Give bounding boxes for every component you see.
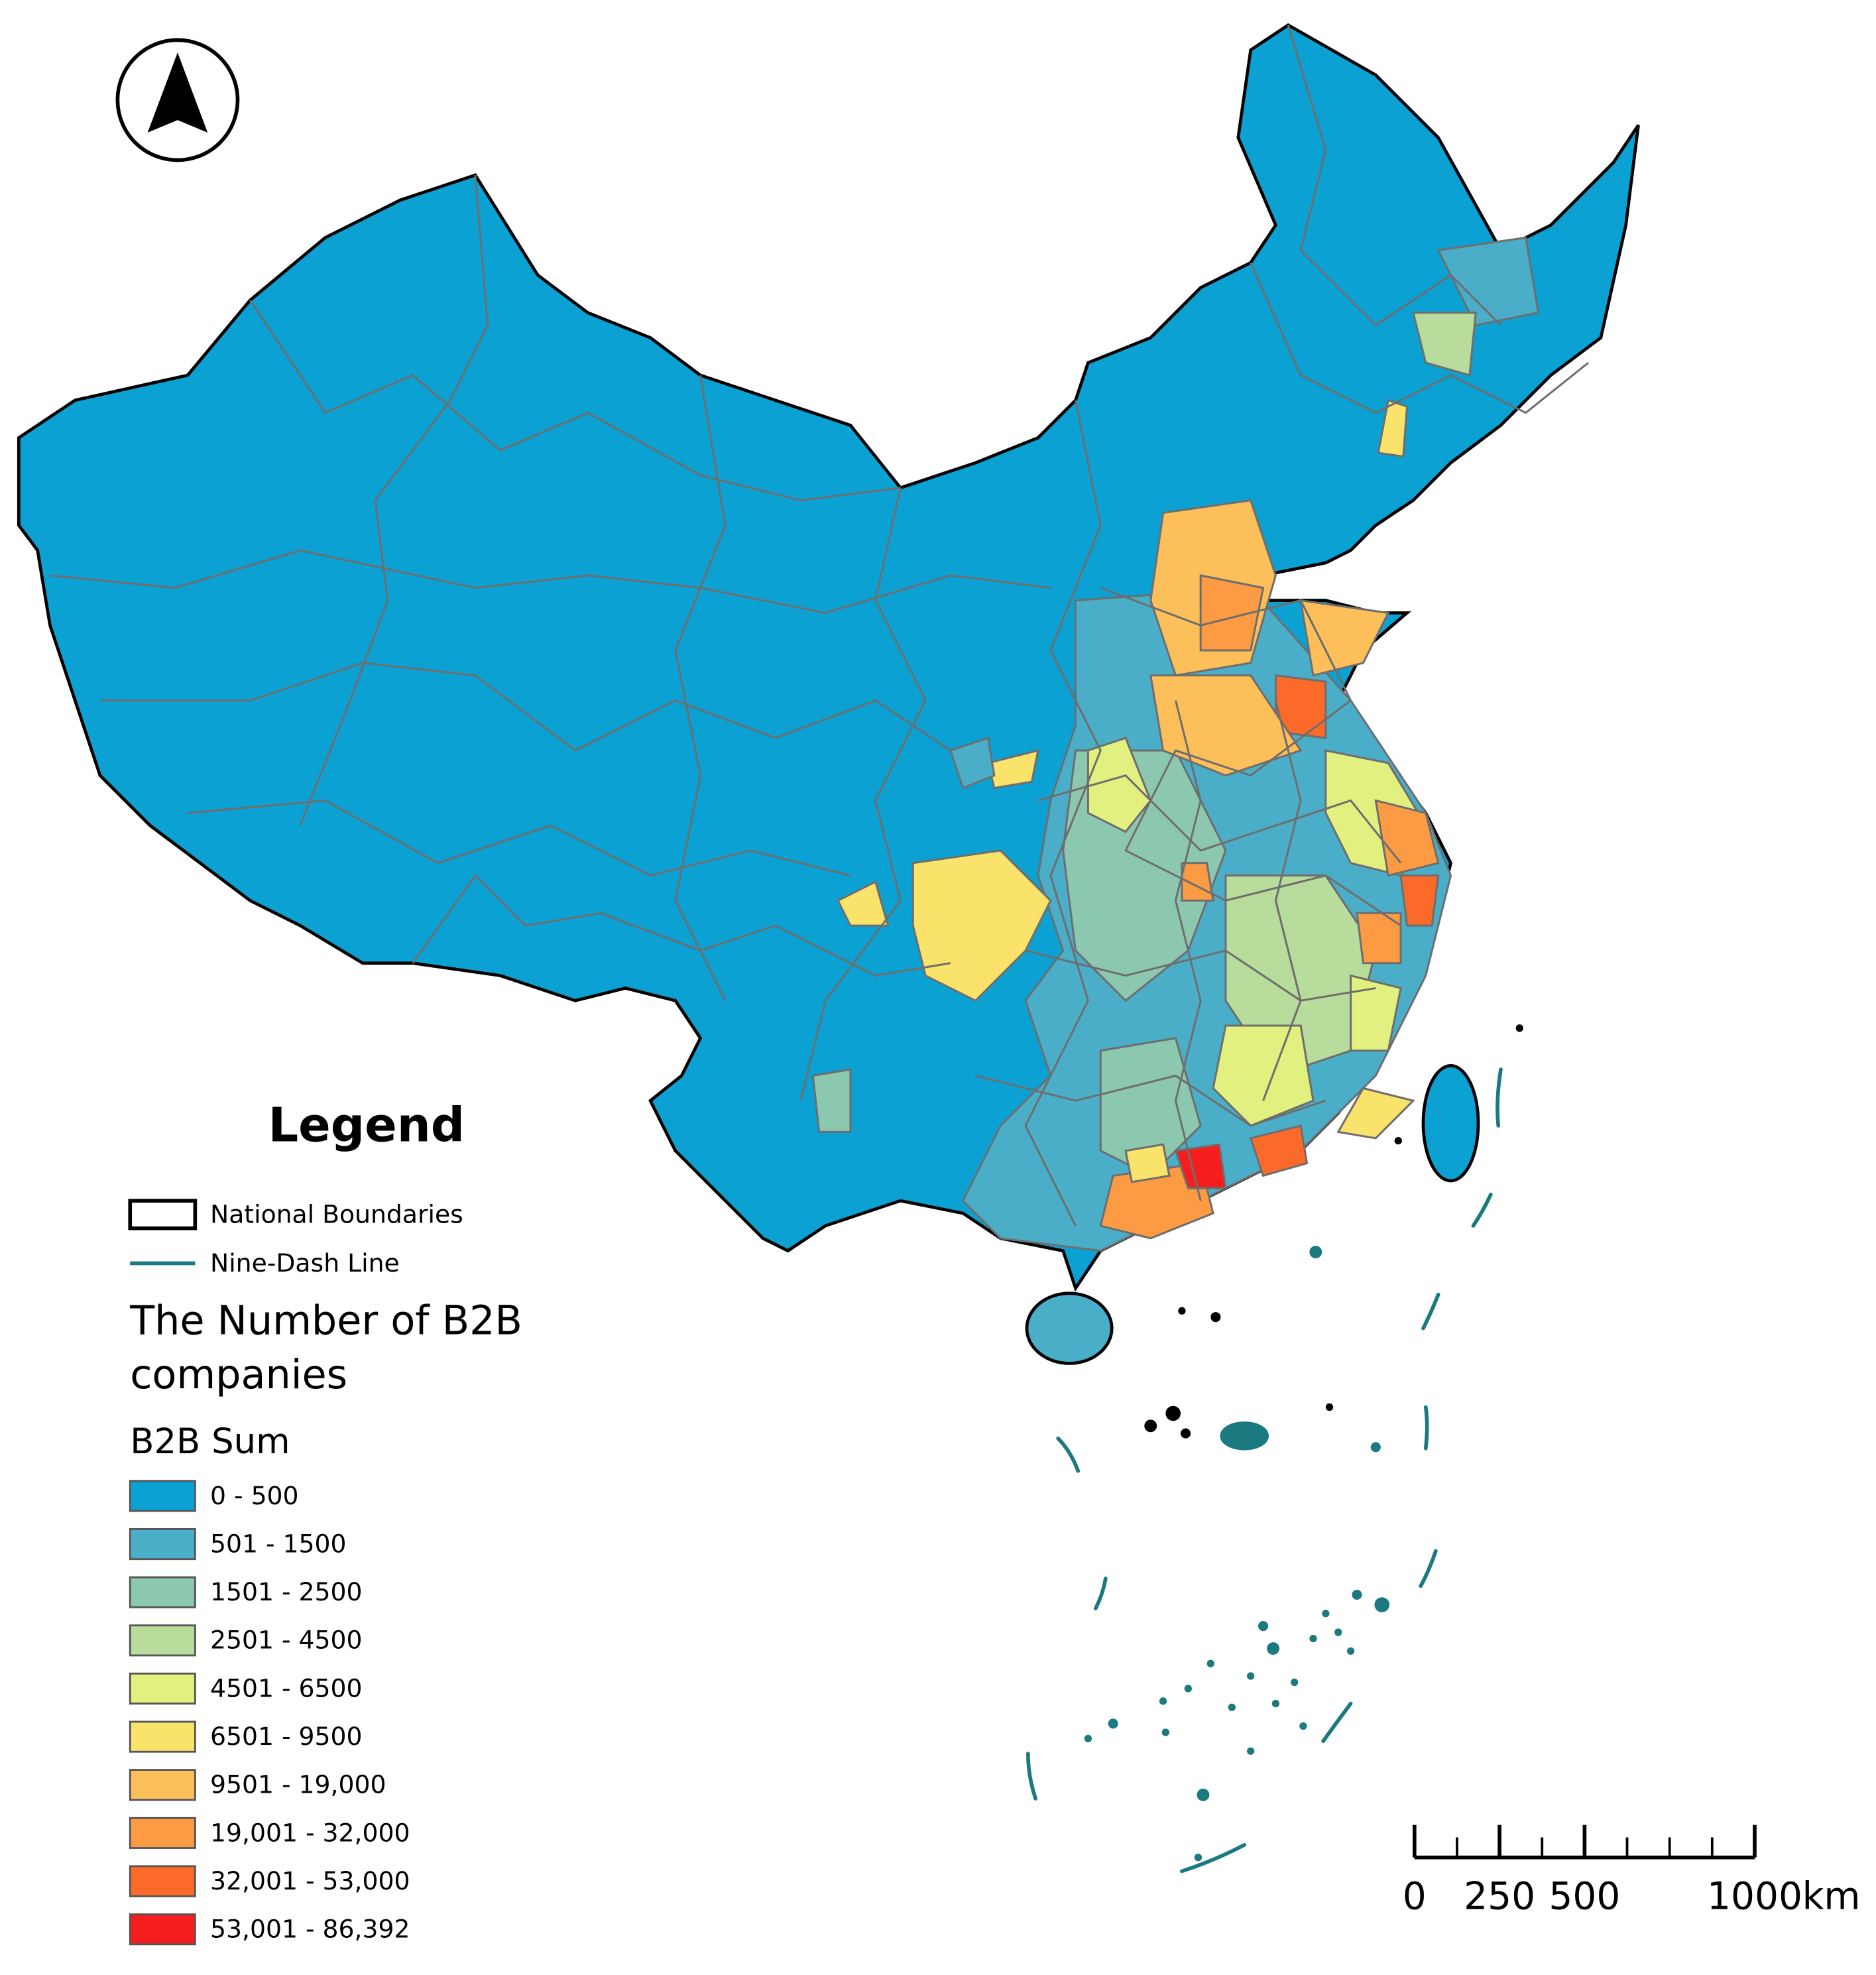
region xyxy=(1249,1124,1309,1177)
region xyxy=(1086,737,1152,833)
region xyxy=(1299,599,1390,677)
scale-unit: km xyxy=(1802,1875,1861,1919)
legend-label: 0 - 500 xyxy=(210,1481,299,1510)
regions xyxy=(811,236,1540,1252)
boundaries xyxy=(50,25,1589,1227)
legend-swatch xyxy=(129,1672,196,1705)
legend-label: 32,001 - 53,000 xyxy=(210,1866,410,1895)
nine-dash-line xyxy=(1026,1067,1503,1874)
legend-swatch xyxy=(129,1865,196,1897)
legend-swatch xyxy=(129,1817,196,1849)
scale-label: 0 xyxy=(1403,1875,1427,1919)
legend-title: Legend xyxy=(268,1097,465,1152)
region xyxy=(1374,799,1440,877)
legend-label: 501 - 1500 xyxy=(210,1529,347,1558)
legend-swatch xyxy=(129,1769,196,1801)
legend-label: 1501 - 2500 xyxy=(210,1577,363,1606)
scale-label: 500 xyxy=(1549,1875,1620,1919)
scale-bar: 0 250 500 1000 km xyxy=(1403,1825,1861,1919)
legend-swatch xyxy=(129,1720,196,1753)
islands xyxy=(1084,1024,1523,1862)
layer-title: The Number of B2B xyxy=(129,1298,522,1345)
legend-swatch xyxy=(129,1576,196,1608)
region xyxy=(811,1068,852,1133)
field-name: B2B Sum xyxy=(130,1421,290,1462)
region xyxy=(1377,398,1409,458)
region xyxy=(949,737,996,790)
legend-label: 4501 - 6500 xyxy=(210,1673,363,1703)
legend-label: 9501 - 19,000 xyxy=(210,1770,386,1799)
legend-swatch xyxy=(129,1480,196,1512)
scale-label: 250 xyxy=(1464,1875,1535,1919)
region xyxy=(1356,912,1402,965)
hainan xyxy=(1025,1291,1114,1365)
region xyxy=(1436,236,1540,327)
legend-label: 19,001 - 32,000 xyxy=(210,1818,410,1847)
region xyxy=(837,880,890,927)
legend-swatch xyxy=(129,1913,196,1946)
legend-label: 6501 - 9500 xyxy=(210,1722,363,1751)
legend-label: National Boundaries xyxy=(210,1199,463,1228)
region xyxy=(1336,1087,1415,1140)
legend-label: 2501 - 4500 xyxy=(210,1626,363,1655)
taiwan xyxy=(1421,1064,1480,1183)
legend-swatch xyxy=(129,1624,196,1657)
region xyxy=(1411,312,1477,377)
region xyxy=(1212,1024,1315,1127)
region xyxy=(1399,874,1440,927)
region xyxy=(1124,1143,1171,1183)
north-arrow xyxy=(115,38,240,162)
region xyxy=(986,748,1039,790)
region xyxy=(1174,1143,1227,1189)
legend-swatch xyxy=(129,1527,196,1561)
scale-label: 1000 xyxy=(1707,1875,1802,1919)
legend-label: Nine-Dash Line xyxy=(210,1248,400,1278)
layer-title: companies xyxy=(130,1352,347,1398)
legend-label: 53,001 - 86,392 xyxy=(210,1915,410,1944)
legend-swatch xyxy=(128,1199,198,1230)
legend-classes: 0 - 500 501 - 1500 1501 - 2500 2501 - 4500 4… xyxy=(129,1480,410,1946)
region xyxy=(1350,974,1402,1052)
